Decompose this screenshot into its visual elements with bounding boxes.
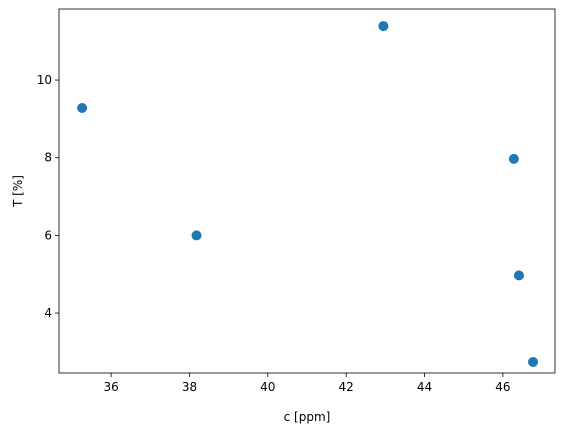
- point: [77, 103, 88, 114]
- point: [528, 356, 539, 367]
- y-tick-label: 4: [44, 306, 52, 320]
- point: [191, 230, 202, 241]
- x-axis-label: c [ppm]: [284, 410, 331, 424]
- plot-frame: [58, 8, 556, 374]
- y-tick-label: 6: [44, 228, 52, 242]
- x-tick-label: 42: [339, 380, 354, 394]
- y-tick-label: 10: [37, 73, 52, 87]
- x-tick-label: 44: [417, 380, 432, 394]
- x-tick-label: 40: [260, 380, 275, 394]
- x-tick-label: 38: [182, 380, 197, 394]
- y-tick-label: 8: [44, 151, 52, 165]
- point: [513, 270, 524, 281]
- x-tick-label: 46: [495, 380, 510, 394]
- point: [378, 21, 389, 32]
- point: [508, 153, 519, 164]
- x-tick-label: 36: [103, 380, 118, 394]
- y-axis-label: T [%]: [11, 175, 25, 208]
